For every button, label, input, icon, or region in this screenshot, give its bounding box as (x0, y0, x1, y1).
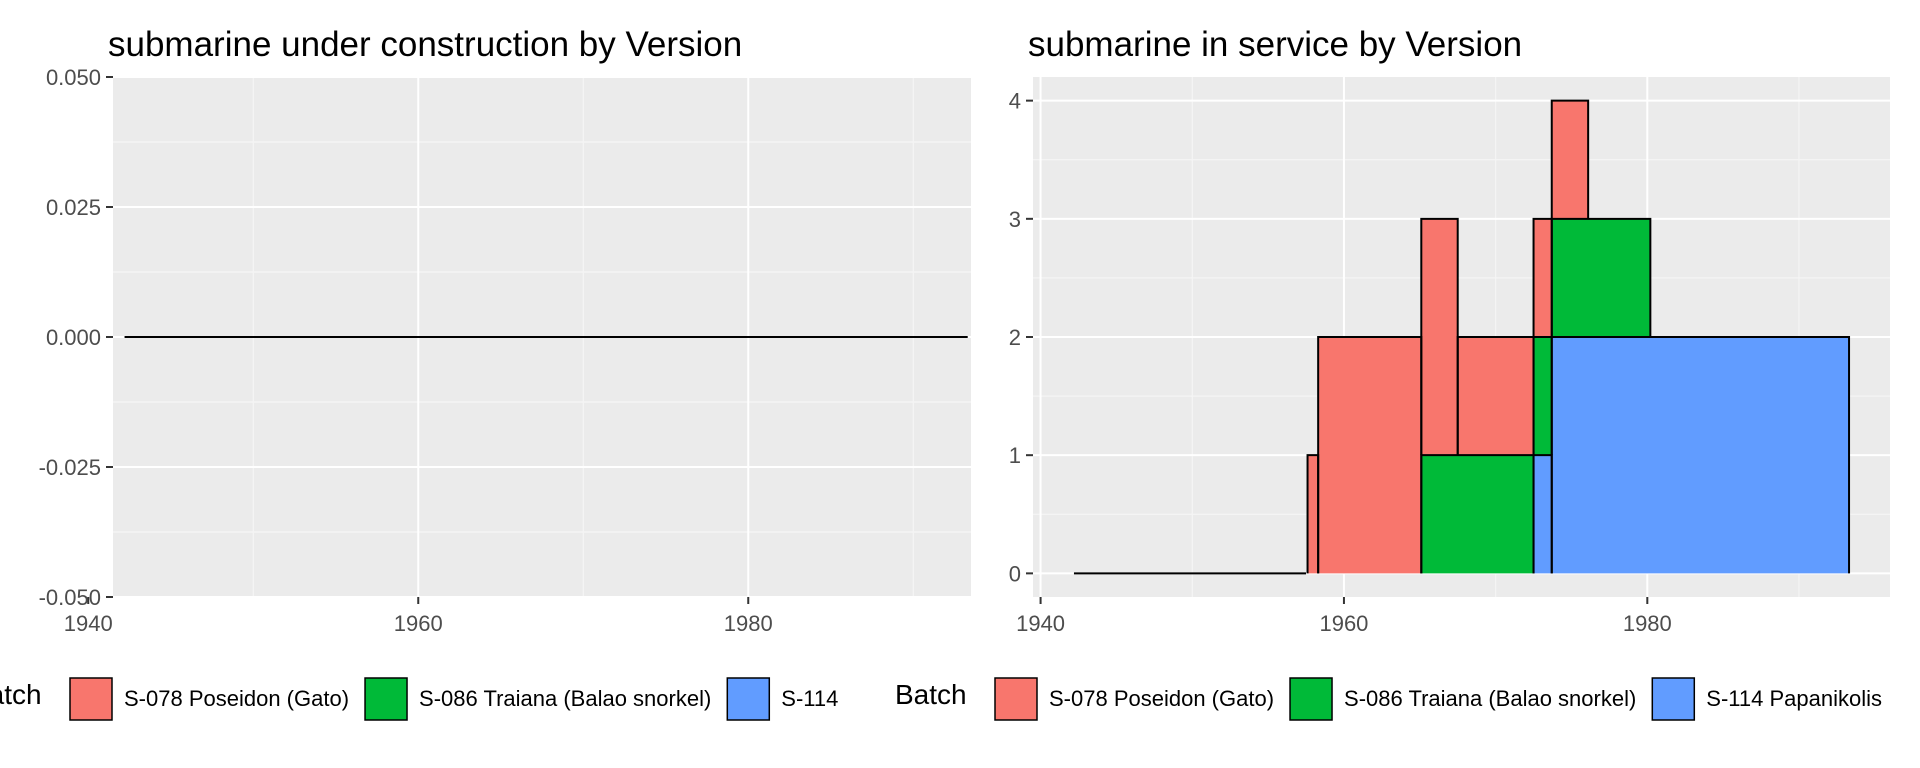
y-tick-label: 4 (1009, 89, 1021, 114)
area-segment-s-078-poseidon-gato (1318, 337, 1422, 574)
legend-key-s-078-poseidon-gato (994, 677, 1038, 721)
x-tick-label: 1940 (1016, 611, 1065, 636)
area-outline-s-078-poseidon-gato (1317, 336, 1423, 574)
legend-key-s-114 (726, 677, 771, 721)
y-tick-label: 0.050 (46, 65, 101, 90)
y-tick-label: -0.025 (39, 455, 101, 480)
legend-label: S-114 Papanikolis (1706, 686, 1882, 711)
y-tick-label: 0.000 (46, 325, 101, 350)
legend-key-s-078-poseidon-gato (69, 677, 113, 721)
y-tick-label: 0.025 (46, 195, 101, 220)
legend-key-s-086-traiana-balao-snorkel (1289, 677, 1333, 721)
x-tick-label: 1960 (394, 611, 443, 636)
x-tick-label: 1940 (64, 611, 113, 636)
legend-key-s-114-papanikolis (1651, 677, 1696, 721)
area-segment-s-086-traiana-balao-snorkel (1533, 337, 1552, 456)
legend-label: S-114 (781, 686, 838, 711)
y-tick-label: 3 (1009, 207, 1021, 232)
area-segment-s-114-papanikolis (1551, 337, 1850, 574)
area-segment-s-078-poseidon-gato (1551, 100, 1589, 219)
area-segment-s-078-poseidon-gato (1307, 455, 1319, 574)
area-outline-s-114-papanikolis (1550, 336, 1851, 574)
y-tick-label: 1 (1009, 443, 1021, 468)
area-segment-s-114-papanikolis (1533, 455, 1552, 574)
y-tick-label: 0 (1009, 561, 1021, 586)
legend-label: S-078 Poseidon (Gato) (1049, 686, 1274, 711)
chart-under-construction: submarine under construction by Version … (0, 25, 971, 721)
legend-label: S-086 Traiana (Balao snorkel) (419, 686, 711, 711)
x-tick-label: 1960 (1319, 611, 1368, 636)
legend-title: Batch (0, 679, 42, 710)
y-tick-label: -0.050 (39, 585, 101, 610)
legend-title: Batch (895, 679, 967, 710)
chart-title: submarine in service by Version (1028, 25, 1522, 64)
area-segment-s-078-poseidon-gato (1533, 218, 1552, 337)
area-outline-s-078-poseidon-gato (1532, 217, 1553, 337)
legend-label: S-086 Traiana (Balao snorkel) (1344, 686, 1636, 711)
x-tick-label: 1980 (1623, 611, 1672, 636)
area-outline-s-078-poseidon-gato (1456, 336, 1535, 456)
area-segment-s-086-traiana-balao-snorkel (1421, 455, 1534, 574)
chart-title: submarine under construction by Version (108, 25, 742, 64)
area-segment-s-078-poseidon-gato (1421, 218, 1458, 456)
area-outline-s-078-poseidon-gato (1550, 99, 1590, 219)
x-tick-label: 1980 (724, 611, 773, 636)
area-segment-s-086-traiana-balao-snorkel (1551, 218, 1651, 337)
chart-in-service: submarine in service by Version 1940 1960… (895, 25, 1890, 721)
y-tick-label: 2 (1009, 325, 1021, 350)
legend-key-s-086-traiana-balao-snorkel (364, 677, 408, 721)
area-segment-s-078-poseidon-gato (1457, 337, 1534, 456)
legend-label: S-078 Poseidon (Gato) (124, 686, 349, 711)
legend: Batch S-078 Poseidon (Gato) S-086 Traiana … (895, 677, 1882, 721)
legend: Batch S-078 Poseidon (Gato) S-086 Traiana … (0, 677, 838, 721)
